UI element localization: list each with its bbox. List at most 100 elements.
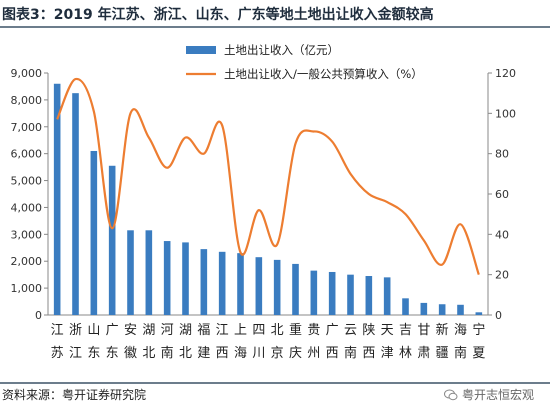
footer-divider [0, 382, 550, 384]
bar [420, 302, 428, 315]
bar [218, 251, 226, 315]
left-tick-label: 7,000 [11, 121, 43, 134]
category-label: 广 [326, 323, 339, 338]
bar [200, 249, 208, 315]
ratio-line [56, 77, 480, 276]
category-label: 苏 [51, 345, 64, 361]
line-series [56, 77, 480, 276]
category-label: 海 [234, 346, 247, 361]
category-label: 湖 [179, 323, 192, 338]
right-tick-label: 80 [495, 148, 509, 161]
combo-chart: 0 1,000 2,000 3,000 4,000 5,000 6,000 7,000 8,00… [11, 43, 517, 361]
bar [438, 304, 446, 315]
right-tick-label: 100 [495, 107, 516, 120]
bar [347, 274, 354, 315]
category-label: 北 [179, 346, 192, 361]
bar [402, 298, 409, 315]
category-label: 疆 [436, 346, 449, 361]
watermark: 粤开志恒宏观 [443, 386, 534, 403]
bar [328, 271, 336, 315]
left-tick-label: 6,000 [11, 148, 43, 161]
category-label: 肃 [417, 346, 430, 361]
bar [53, 83, 61, 315]
page-title: 图表3：2019 年江苏、浙江、山东、广东等地土地出让收入金额较高 [0, 0, 550, 28]
left-tick-label: 1,000 [11, 282, 43, 295]
bar [108, 165, 116, 315]
bar [255, 257, 263, 315]
left-tick-label: 9,000 [11, 67, 43, 80]
bar [310, 270, 318, 315]
source-note: 资料来源：粤开证券研究院 [2, 388, 147, 402]
category-label: 东 [106, 346, 119, 361]
category-label: 陕 [362, 323, 375, 338]
legend-swatch-bars [186, 46, 216, 54]
category-label: 吉 [399, 323, 412, 338]
category-label: 江 [69, 346, 82, 361]
category-label: 南 [344, 345, 357, 361]
bar-series [53, 83, 483, 316]
category-label: 福 [197, 323, 210, 338]
category-label: 山 [87, 323, 100, 338]
category-label: 甘 [417, 323, 430, 338]
category-label: 浙 [69, 323, 82, 338]
bar [163, 241, 171, 315]
legend-label-line: 土地出让收入/一般公共预算收入（%） [224, 67, 423, 81]
bar [365, 276, 373, 315]
category-label: 州 [307, 346, 320, 361]
category-label: 重 [289, 322, 302, 338]
wechat-icon [443, 389, 458, 400]
category-label: 川 [252, 346, 265, 361]
bar [90, 150, 98, 315]
category-label: 上 [234, 323, 247, 338]
category-label: 南 [161, 345, 174, 361]
legend: 土地出让收入（亿元） 土地出让收入/一般公共预算收入（%） [186, 43, 423, 81]
chart-title: 图表3：2019 年江苏、浙江、山东、广东等地土地出让收入金额较高 [2, 7, 434, 23]
bar [237, 253, 244, 315]
left-y-axis: 0 1,000 2,000 3,000 4,000 5,000 6,000 7,000 8,00… [11, 67, 488, 322]
category-label: 广 [106, 323, 119, 338]
category-label: 湖 [142, 323, 155, 338]
bar [475, 312, 483, 315]
category-label: 林 [399, 346, 412, 361]
category-label: 南 [454, 345, 467, 361]
bar [127, 230, 134, 315]
left-tick-label: 4,000 [11, 201, 43, 214]
category-label: 北 [142, 346, 155, 361]
bar [457, 304, 464, 315]
category-label: 津 [381, 346, 394, 361]
left-tick-label: 5,000 [11, 175, 43, 188]
category-label: 夏 [472, 346, 485, 361]
category-label: 建 [197, 346, 210, 361]
category-axis: 江苏浙江山东广东安徽湖北河南湖北福建江西上海四川北京重庆贵州广西云南陕西天津吉林… [51, 322, 486, 361]
category-label: 西 [362, 346, 375, 361]
right-tick-label: 60 [495, 188, 509, 201]
right-tick-label: 20 [495, 269, 509, 282]
left-tick-label: 3,000 [11, 228, 43, 241]
category-label: 贵 [307, 323, 320, 338]
category-label: 江 [51, 323, 64, 338]
bar [72, 93, 79, 316]
category-label: 徽 [124, 346, 137, 361]
category-label: 北 [271, 323, 284, 338]
category-label: 四 [252, 323, 265, 338]
legend-label-bars: 土地出让收入（亿元） [224, 43, 339, 57]
bar [145, 230, 153, 315]
category-label: 宁 [472, 322, 485, 338]
category-label: 西 [326, 346, 339, 361]
category-label: 京 [271, 346, 284, 361]
right-y-axis: 0 20 40 60 80 100 120 [487, 67, 516, 322]
category-label: 新 [436, 322, 449, 338]
category-label: 西 [216, 346, 229, 361]
bar [292, 263, 299, 315]
left-tick-label: 0 [35, 309, 42, 322]
left-tick-label: 8,000 [11, 94, 43, 107]
category-label: 天 [381, 323, 394, 338]
right-tick-label: 40 [495, 228, 509, 241]
category-label: 云 [344, 323, 357, 338]
category-label: 安 [124, 323, 137, 338]
bar [182, 242, 189, 315]
right-tick-label: 0 [495, 309, 502, 322]
watermark-text: 粤开志恒宏观 [461, 388, 534, 402]
bar [273, 259, 281, 315]
category-label: 河 [161, 323, 174, 338]
